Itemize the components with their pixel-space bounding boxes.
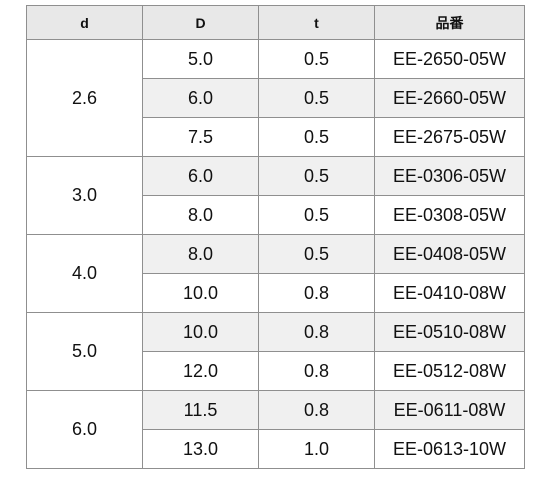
spec-table: d D t 品番 2.6 5.0 0.5 EE-2650-05W 6.0 0.5 EE-26… (26, 5, 525, 469)
table-row: 4.0 8.0 0.5 EE-0408-05W (26, 234, 525, 313)
cell-D: 8.0 (142, 234, 259, 274)
cell-D: 6.0 (142, 78, 259, 118)
header-d: d (26, 5, 143, 40)
cell-part-number: EE-0306-05W (374, 156, 525, 196)
cell-D: 13.0 (142, 429, 259, 469)
cell-d: 5.0 (26, 312, 143, 391)
cell-t: 0.8 (258, 390, 375, 430)
cell-t: 0.8 (258, 351, 375, 391)
table-row: 13.0 1.0 EE-0613-10W (27, 429, 525, 469)
cell-t: 0.5 (258, 117, 375, 157)
cell-part-number: EE-0510-08W (374, 312, 525, 352)
cell-part-number: EE-0410-08W (374, 273, 525, 313)
cell-d: 2.6 (26, 39, 143, 157)
cell-t: 0.5 (258, 195, 375, 235)
table-row: 5.0 10.0 0.8 EE-0510-08W (26, 312, 525, 391)
table-row: 3.0 6.0 0.5 EE-0306-05W (26, 156, 525, 235)
cell-d: 6.0 (26, 390, 143, 469)
table-row: 2.6 5.0 0.5 EE-2650-05W (26, 39, 525, 157)
cell-t: 0.8 (258, 273, 375, 313)
table-row: 12.0 0.8 EE-0512-08W (27, 351, 525, 391)
cell-D: 7.5 (142, 117, 259, 157)
cell-t: 0.5 (258, 156, 375, 196)
header-row: d D t 品番 (26, 5, 525, 40)
cell-part-number: EE-0512-08W (374, 351, 525, 391)
table-row: 8.0 0.5 EE-0308-05W (27, 195, 525, 235)
table-row: 7.5 0.5 EE-2675-05W (27, 117, 525, 157)
cell-D: 6.0 (142, 156, 259, 196)
table-row: 6.0 11.5 0.8 EE-0611-08W (26, 390, 525, 469)
cell-part-number: EE-0308-05W (374, 195, 525, 235)
cell-part-number: EE-2675-05W (374, 117, 525, 157)
cell-t: 0.5 (258, 39, 375, 79)
cell-t: 0.5 (258, 234, 375, 274)
cell-t: 0.5 (258, 78, 375, 118)
cell-D: 10.0 (142, 312, 259, 352)
header-part-number: 品番 (374, 5, 525, 40)
cell-t: 1.0 (258, 429, 375, 469)
cell-d: 3.0 (26, 156, 143, 235)
cell-part-number: EE-2660-05W (374, 78, 525, 118)
cell-D: 12.0 (142, 351, 259, 391)
header-D: D (142, 5, 259, 40)
cell-D: 8.0 (142, 195, 259, 235)
cell-D: 10.0 (142, 273, 259, 313)
header-t: t (258, 5, 375, 40)
cell-part-number: EE-0611-08W (374, 390, 525, 430)
cell-D: 5.0 (142, 39, 259, 79)
cell-t: 0.8 (258, 312, 375, 352)
table-row: 6.0 0.5 EE-2660-05W (27, 78, 525, 118)
cell-part-number: EE-0408-05W (374, 234, 525, 274)
cell-part-number: EE-2650-05W (374, 39, 525, 79)
table-row: 10.0 0.8 EE-0410-08W (27, 273, 525, 313)
cell-D: 11.5 (142, 390, 259, 430)
spec-table-body: 2.6 5.0 0.5 EE-2650-05W 6.0 0.5 EE-2660-05W 7.5… (26, 39, 525, 469)
cell-d: 4.0 (26, 234, 143, 313)
cell-part-number: EE-0613-10W (374, 429, 525, 469)
